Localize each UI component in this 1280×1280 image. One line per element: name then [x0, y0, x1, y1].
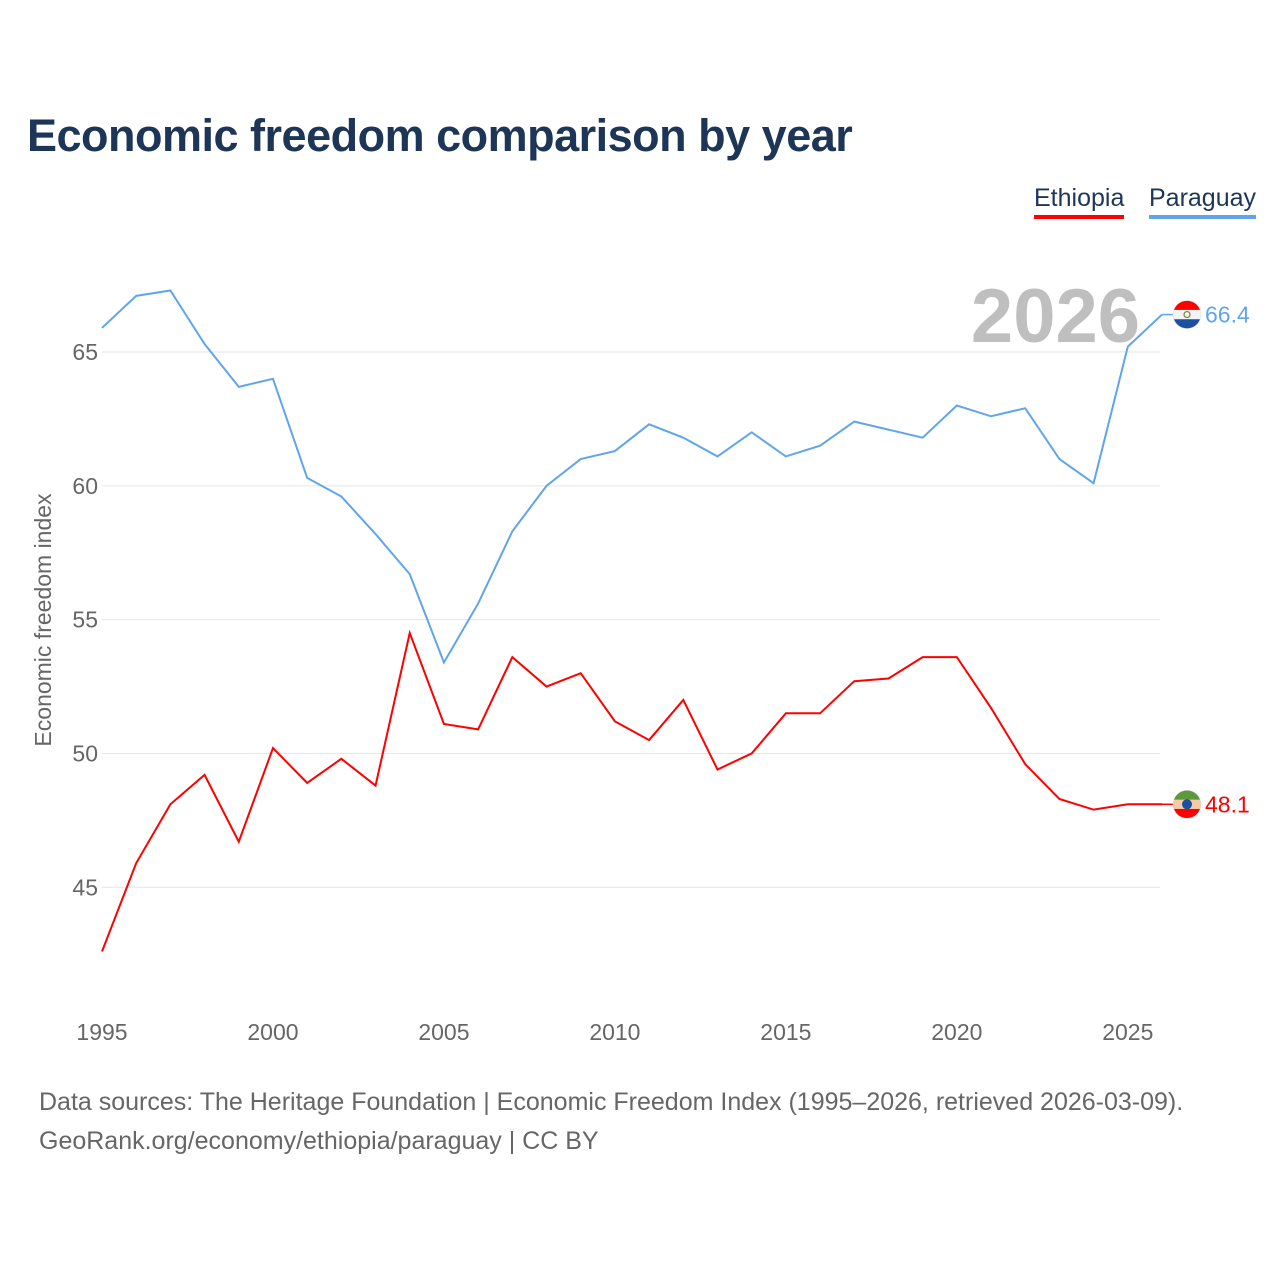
flag-emblem [1182, 799, 1192, 810]
flag-stripe [1173, 300, 1201, 311]
y-tick-label: 45 [72, 874, 98, 900]
flag-stripe [1173, 309, 1201, 320]
y-tick-label: 60 [72, 473, 98, 499]
paraguay-flag-icon [1172, 300, 1202, 329]
y-tick-label: 55 [72, 607, 98, 633]
end-value-label: 48.1 [1205, 791, 1250, 817]
x-tick-label: 2020 [931, 1019, 982, 1045]
year-watermark: 2026 [971, 274, 1140, 359]
flag-stripe [1173, 319, 1201, 329]
flag-stripe [1173, 808, 1201, 819]
end-value-label: 66.4 [1205, 302, 1250, 328]
legend-paraguay[interactable]: Paraguay [1149, 184, 1257, 219]
x-tick-label: 1995 [76, 1019, 127, 1045]
flag-emblem [1183, 310, 1191, 319]
x-tick-label: 2000 [247, 1019, 298, 1045]
y-tick-label: 50 [72, 740, 98, 766]
source-note: Data sources: The Heritage Foundation | … [39, 1088, 1184, 1116]
x-tick-label: 2010 [589, 1019, 640, 1045]
chart-title: Economic freedom comparison by year [27, 110, 853, 161]
source-url: GeoRank.org/economy/ethiopia/paraguay | … [39, 1127, 599, 1155]
y-axis-label: Economic freedom index [30, 493, 56, 747]
legend-ethiopia[interactable]: Ethiopia [1034, 184, 1125, 219]
x-tick-label: 2005 [418, 1019, 469, 1045]
y-tick-label: 65 [72, 339, 98, 365]
ethiopia-flag-icon [1172, 790, 1202, 819]
x-tick-label: 2025 [1102, 1019, 1153, 1045]
series-line-ethiopia [101, 629, 1162, 952]
flag-stripe [1173, 790, 1201, 801]
x-tick-label: 2015 [760, 1019, 811, 1045]
series-line-paraguay [101, 289, 1163, 665]
